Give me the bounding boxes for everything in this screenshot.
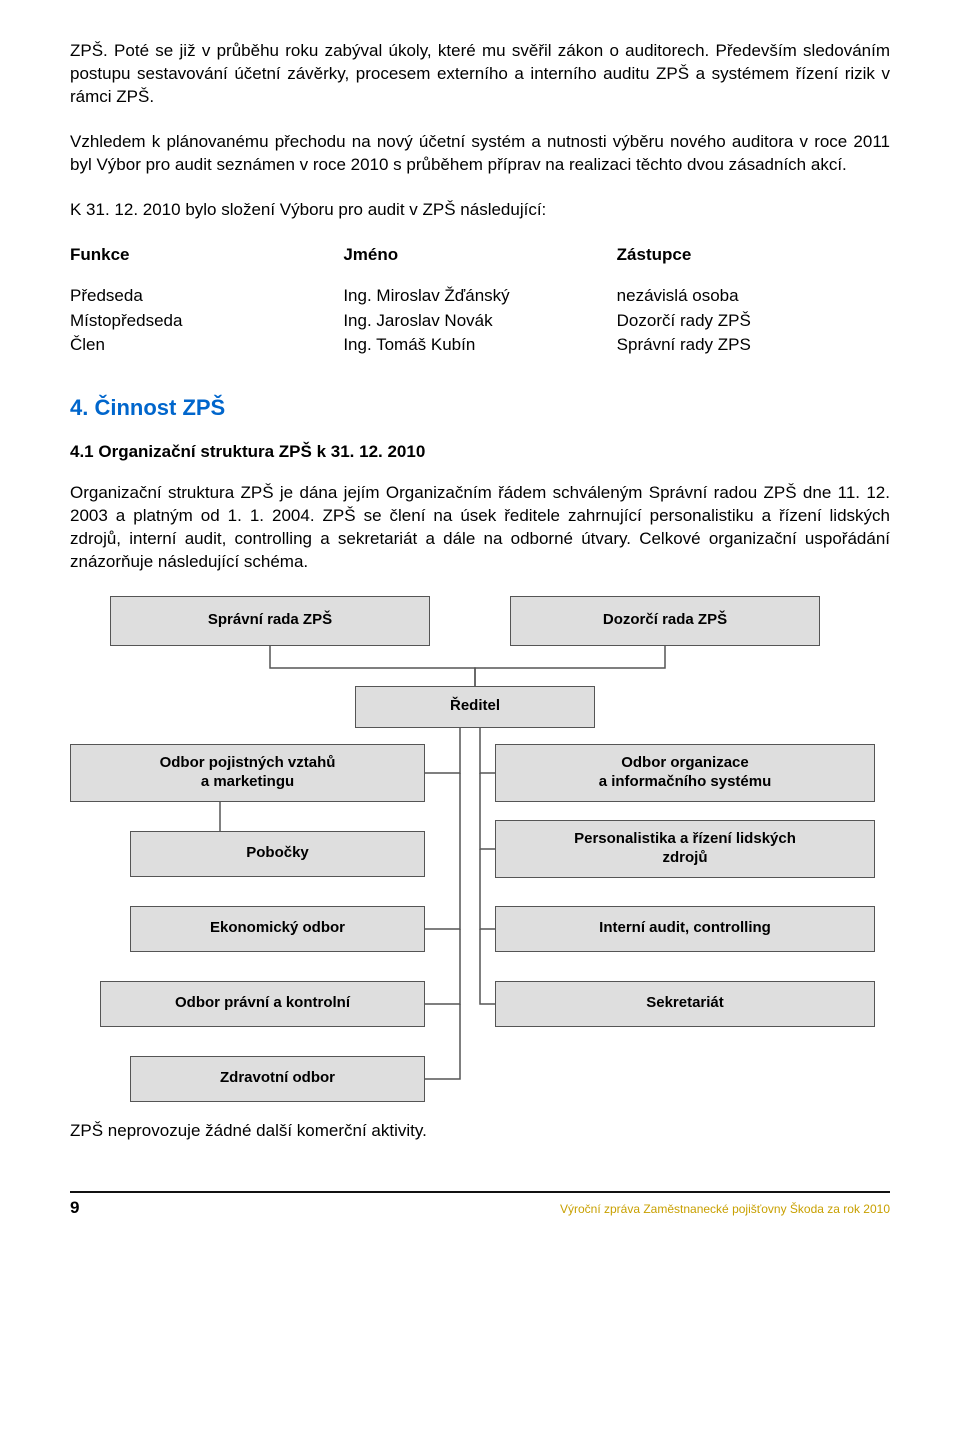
org-node-dozorci: Dozorčí rada ZPŠ xyxy=(510,596,820,646)
table-row: Dozorčí rady ZPŠ xyxy=(617,310,890,333)
th-zastupce: Zástupce xyxy=(617,244,890,267)
org-node-hr: Personalistika a řízení lidskýchzdrojů xyxy=(495,820,875,878)
para-2: Vzhledem k plánovanému přechodu na nový … xyxy=(70,131,890,177)
table-row: Správní rady ZPS xyxy=(617,334,890,357)
org-chart: Správní rada ZPŠ Dozorčí rada ZPŠ Ředitel O… xyxy=(70,596,890,1116)
org-node-spravni: Správní rada ZPŠ xyxy=(110,596,430,646)
org-node-zdrav: Zdravotní odbor xyxy=(130,1056,425,1102)
org-node-pobocky: Pobočky xyxy=(130,831,425,877)
para-1: ZPŠ. Poté se již v průběhu roku zabýval … xyxy=(70,40,890,109)
para-3: K 31. 12. 2010 bylo složení Výboru pro a… xyxy=(70,199,890,222)
th-jmeno: Jméno xyxy=(343,244,616,267)
table-row: Předseda xyxy=(70,285,343,308)
table-row: nezávislá osoba xyxy=(617,285,890,308)
th-funkce: Funkce xyxy=(70,244,343,267)
committee-table: Funkce Předseda Místopředseda Člen Jméno… xyxy=(70,244,890,360)
page-footer: 9 Výroční zpráva Zaměstnanecké pojišťovn… xyxy=(70,1191,890,1220)
org-node-oois: Odbor organizacea informačního systému xyxy=(495,744,875,802)
footer-text: Výroční zpráva Zaměstnanecké pojišťovny … xyxy=(560,1201,890,1217)
org-node-opvm: Odbor pojistných vztahůa marketingu xyxy=(70,744,425,802)
page-number: 9 xyxy=(70,1197,79,1220)
org-node-reditel: Ředitel xyxy=(355,686,595,728)
org-node-ekon: Ekonomický odbor xyxy=(130,906,425,952)
table-row: Ing. Miroslav Žďánský xyxy=(343,285,616,308)
heading-section-4-1: 4.1 Organizační struktura ZPŠ k 31. 12. … xyxy=(70,441,890,464)
table-row: Člen xyxy=(70,334,343,357)
para-4: Organizační struktura ZPŠ je dána jejím … xyxy=(70,482,890,574)
closing-para: ZPŠ neprovozuje žádné další komerční akt… xyxy=(70,1120,890,1143)
table-row: Místopředseda xyxy=(70,310,343,333)
org-node-sekret: Sekretariát xyxy=(495,981,875,1027)
heading-section-4: 4. Činnost ZPŠ xyxy=(70,393,890,423)
org-node-audit: Interní audit, controlling xyxy=(495,906,875,952)
table-row: Ing. Jaroslav Novák xyxy=(343,310,616,333)
table-row: Ing. Tomáš Kubín xyxy=(343,334,616,357)
org-node-pravni: Odbor právní a kontrolní xyxy=(100,981,425,1027)
